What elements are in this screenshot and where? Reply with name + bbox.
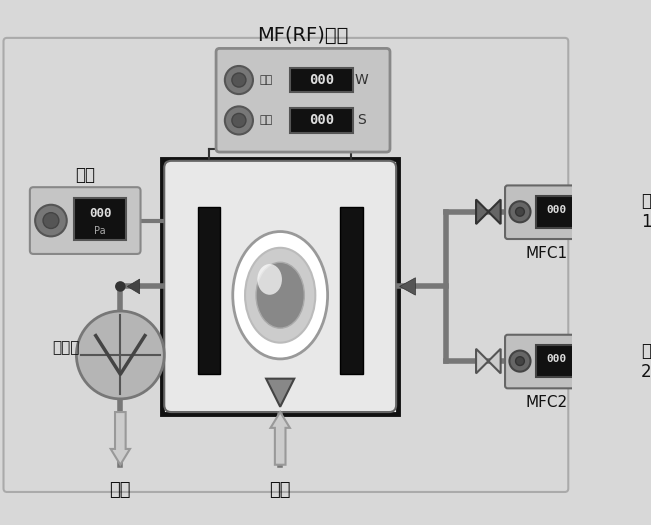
Polygon shape [266,379,294,407]
Circle shape [115,281,126,292]
FancyBboxPatch shape [163,159,398,414]
Circle shape [516,356,524,365]
FancyBboxPatch shape [3,38,568,492]
Bar [198,207,221,374]
Circle shape [232,113,246,128]
FancyBboxPatch shape [505,185,588,239]
Polygon shape [488,200,501,224]
FancyBboxPatch shape [603,176,641,248]
Polygon shape [128,279,140,294]
Circle shape [510,201,531,222]
FancyBboxPatch shape [603,325,641,397]
FancyBboxPatch shape [290,68,353,92]
Text: S: S [357,113,367,128]
Circle shape [225,66,253,94]
Text: 时间: 时间 [259,116,272,125]
Text: MFC1: MFC1 [525,246,568,261]
FancyBboxPatch shape [30,187,141,254]
Ellipse shape [233,232,327,359]
Circle shape [225,107,253,134]
FancyBboxPatch shape [74,198,126,240]
Circle shape [516,207,524,216]
Text: 氮气: 氮气 [270,480,291,499]
Text: 气体
1: 气体 1 [641,192,651,231]
Polygon shape [488,349,501,373]
Circle shape [232,73,246,87]
Polygon shape [476,349,488,373]
Text: W: W [355,73,368,87]
Bar [340,207,363,374]
Text: MFC2: MFC2 [525,395,568,411]
Ellipse shape [256,262,305,328]
Text: 功率: 功率 [259,75,272,85]
Text: 大气: 大气 [109,480,131,499]
Circle shape [76,311,164,399]
Polygon shape [111,412,130,465]
Ellipse shape [257,264,282,295]
Polygon shape [476,200,488,224]
Bar [618,322,626,331]
FancyBboxPatch shape [536,196,578,228]
Text: 000: 000 [547,354,567,364]
FancyBboxPatch shape [164,161,396,412]
Text: 000: 000 [309,73,334,87]
Text: MF(RF)电源: MF(RF)电源 [257,26,349,45]
FancyBboxPatch shape [216,48,390,152]
FancyBboxPatch shape [505,335,588,388]
Text: 000: 000 [89,207,111,220]
Circle shape [510,351,531,372]
Polygon shape [271,412,290,465]
Text: 000: 000 [547,205,567,215]
Bar [618,173,626,182]
Text: 000: 000 [309,113,334,128]
Text: Pa: Pa [94,226,106,236]
FancyBboxPatch shape [536,345,578,377]
Circle shape [43,213,59,228]
FancyBboxPatch shape [290,108,353,133]
Text: 真空泵: 真空泵 [52,340,79,355]
Circle shape [35,205,67,236]
Polygon shape [400,278,415,295]
Ellipse shape [245,248,315,343]
Text: 压力: 压力 [76,166,95,184]
Text: 气体
2: 气体 2 [641,342,651,381]
